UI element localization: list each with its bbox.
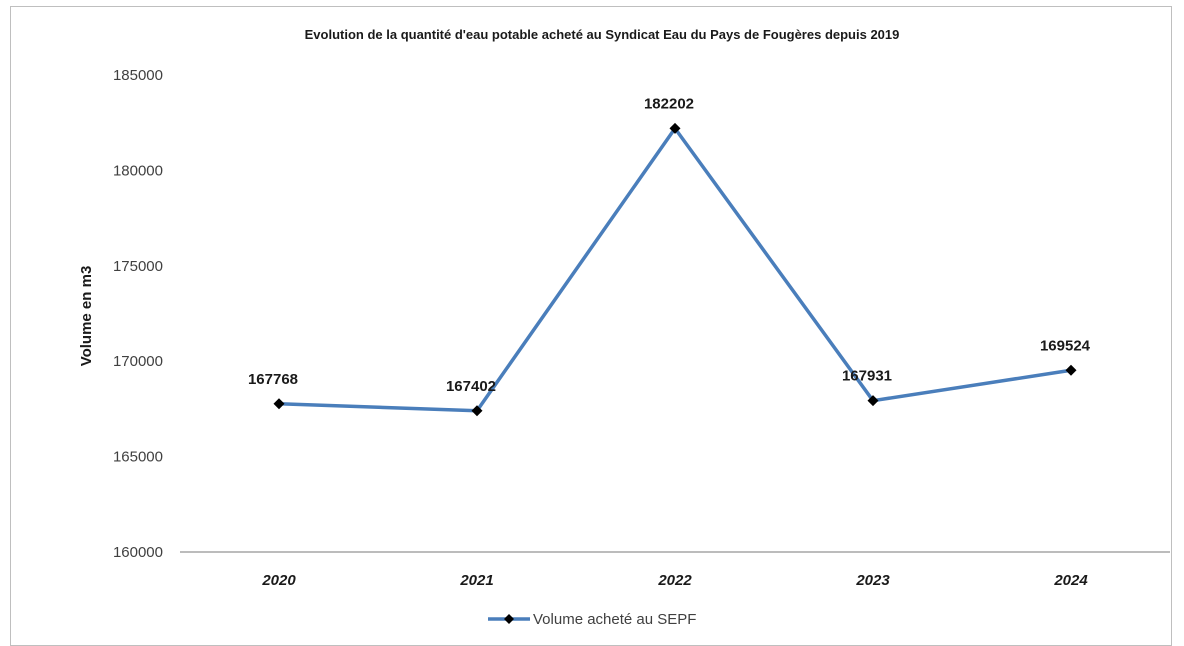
data-label: 169524 xyxy=(1040,337,1091,354)
y-tick-label: 175000 xyxy=(113,258,163,275)
y-tick-label: 185000 xyxy=(113,67,163,84)
x-tick-label: 2023 xyxy=(855,572,890,589)
legend-marker-swatch xyxy=(504,614,514,624)
data-point-marker xyxy=(471,405,483,417)
data-label: 167768 xyxy=(248,371,298,388)
x-tick-labels: 2020 2021 2022 2023 2024 xyxy=(261,572,1088,589)
x-tick-label: 2020 xyxy=(261,572,296,589)
series-layer: 167768 167402 182202 167931 169524 xyxy=(248,95,1091,417)
legend: Volume acheté au SEPF xyxy=(488,611,696,628)
data-point-marker xyxy=(273,398,285,410)
data-point-marker xyxy=(669,122,681,134)
data-label: 182202 xyxy=(644,95,694,112)
x-tick-label: 2022 xyxy=(657,572,692,589)
y-tick-label: 170000 xyxy=(113,353,163,370)
legend-label: Volume acheté au SEPF xyxy=(533,611,696,628)
x-tick-label: 2021 xyxy=(459,572,493,589)
data-point-marker xyxy=(867,395,879,407)
y-tick-label: 160000 xyxy=(113,544,163,561)
x-tick-label: 2024 xyxy=(1053,572,1088,589)
data-point-marker xyxy=(1065,364,1077,376)
y-tick-labels: 160000 165000 170000 175000 180000 185000 xyxy=(113,67,163,561)
chart-title: Evolution de la quantité d'eau potable a… xyxy=(305,27,900,42)
data-label: 167931 xyxy=(842,368,892,385)
y-axis-label: Volume en m3 xyxy=(78,266,95,367)
y-tick-label: 180000 xyxy=(113,162,163,179)
y-tick-label: 165000 xyxy=(113,449,163,466)
data-label: 167402 xyxy=(446,378,496,395)
series-line xyxy=(278,126,1072,413)
chart-frame xyxy=(10,6,1172,646)
